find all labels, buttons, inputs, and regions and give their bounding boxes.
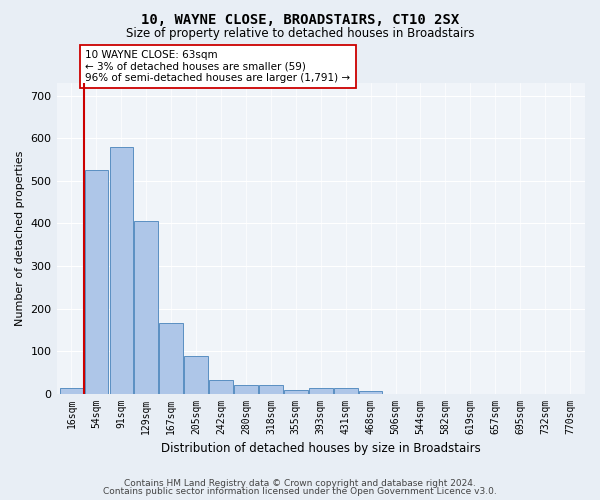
Bar xyxy=(334,388,358,394)
Text: Contains public sector information licensed under the Open Government Licence v3: Contains public sector information licen… xyxy=(103,487,497,496)
Bar xyxy=(209,380,233,394)
X-axis label: Distribution of detached houses by size in Broadstairs: Distribution of detached houses by size … xyxy=(161,442,481,455)
Bar xyxy=(359,392,382,394)
Text: 10, WAYNE CLOSE, BROADSTAIRS, CT10 2SX: 10, WAYNE CLOSE, BROADSTAIRS, CT10 2SX xyxy=(141,12,459,26)
Bar xyxy=(184,356,208,394)
Bar xyxy=(110,147,133,394)
Bar xyxy=(59,388,83,394)
Bar xyxy=(309,388,332,394)
Text: 10 WAYNE CLOSE: 63sqm
← 3% of detached houses are smaller (59)
96% of semi-detac: 10 WAYNE CLOSE: 63sqm ← 3% of detached h… xyxy=(85,50,350,83)
Text: Contains HM Land Registry data © Crown copyright and database right 2024.: Contains HM Land Registry data © Crown c… xyxy=(124,478,476,488)
Bar xyxy=(134,222,158,394)
Bar xyxy=(85,170,108,394)
Text: Size of property relative to detached houses in Broadstairs: Size of property relative to detached ho… xyxy=(126,28,474,40)
Bar xyxy=(259,385,283,394)
Bar xyxy=(160,324,183,394)
Y-axis label: Number of detached properties: Number of detached properties xyxy=(15,150,25,326)
Bar xyxy=(284,390,308,394)
Bar xyxy=(234,385,258,394)
